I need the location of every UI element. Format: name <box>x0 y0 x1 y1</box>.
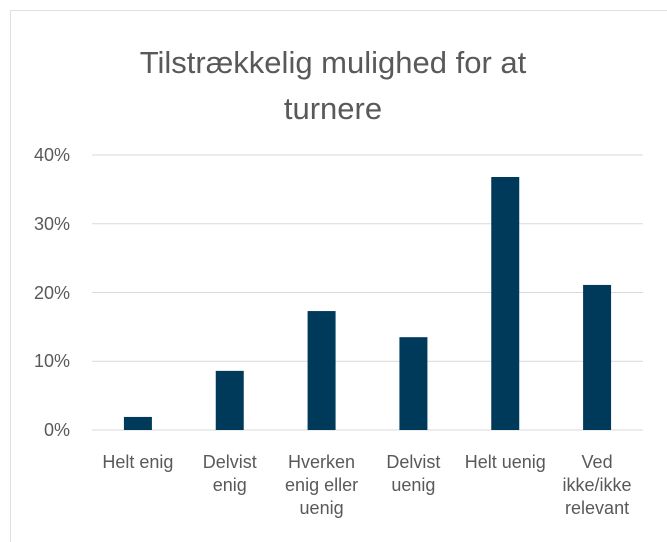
x-tick-label: Helt enig <box>102 452 174 472</box>
bar <box>123 416 152 430</box>
x-tick-label: Delvist uenig <box>386 452 441 495</box>
chart-title: Tilstrækkelig mulighed for at turnere <box>139 45 527 126</box>
x-tick-label: Delvist enig <box>202 452 257 495</box>
y-tick-label: 0% <box>43 420 70 440</box>
bar <box>491 177 520 430</box>
bar <box>215 370 244 430</box>
y-tick-label: 40% <box>33 145 70 165</box>
y-tick-label: 10% <box>33 351 70 372</box>
x-tick-label: Ved ikke/ikke relevant <box>562 452 632 518</box>
x-tick-label: Helt uenig <box>464 452 546 472</box>
y-tick-label: 20% <box>33 282 70 303</box>
bar <box>583 284 612 430</box>
bar <box>399 337 428 430</box>
chart-border <box>10 10 667 542</box>
y-tick-label: 30% <box>33 213 70 234</box>
bar <box>307 311 336 430</box>
x-tick-label: Hverken enig eller uenig <box>285 452 359 518</box>
